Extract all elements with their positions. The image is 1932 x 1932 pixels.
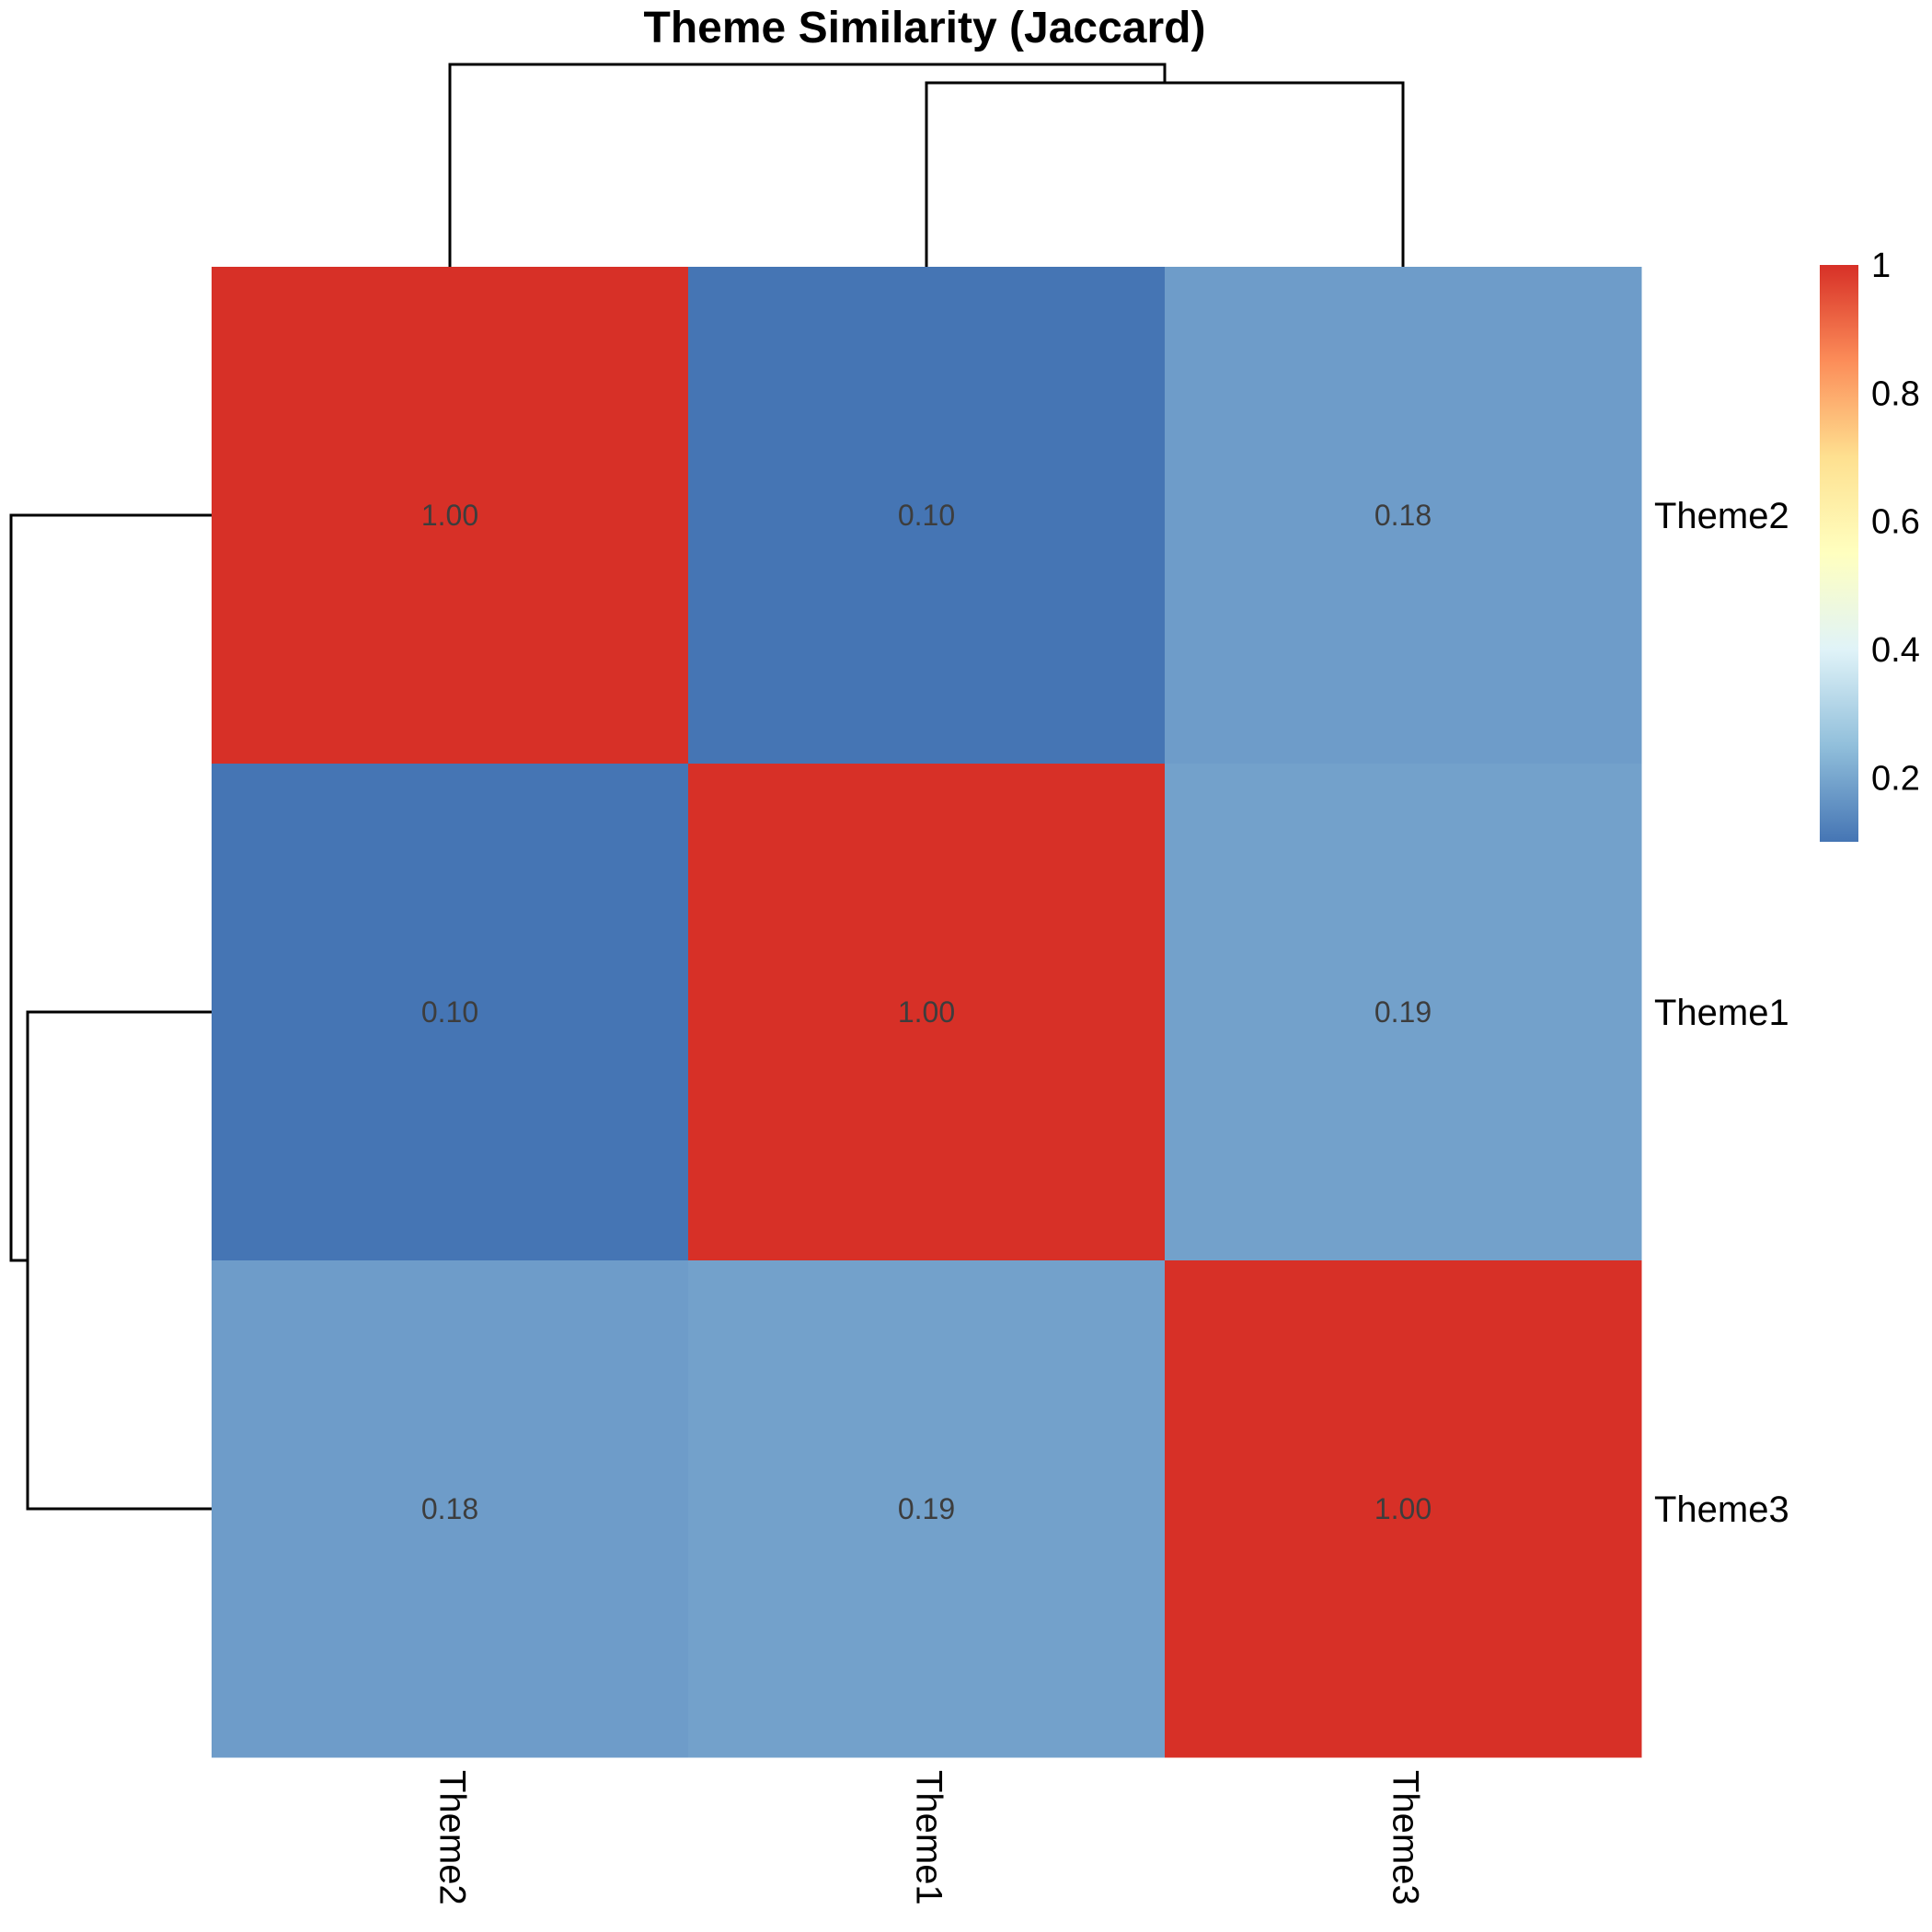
heatmap-cell [688,1260,1166,1758]
row-labels: Theme2 Theme1 Theme3 [1654,496,1789,1530]
row-label: Theme3 [1654,1489,1789,1530]
legend-tick-label: 0.8 [1871,374,1920,413]
dendrogram-branch [448,63,1167,267]
cell-value-label: 0.10 [421,995,478,1029]
column-label: Theme1 [908,1770,949,1905]
dendrogram-branch [26,1010,212,1511]
cell-value-label: 0.19 [1374,995,1432,1029]
column-labels: Theme2 Theme1 Theme3 [431,1770,1425,1905]
heatmap-cell [212,764,689,1261]
column-label: Theme3 [1385,1770,1425,1905]
cell-value-label: 1.00 [898,995,955,1029]
heatmap-cell [1165,1260,1642,1758]
legend-tick-label: 0.6 [1871,503,1920,542]
row-label: Theme2 [1654,496,1789,536]
dendrogram-branch [925,81,1405,267]
heatmap-cell [1165,764,1642,1261]
cell-value-label: 0.18 [421,1492,478,1525]
legend-tick-label: 0.4 [1871,631,1920,670]
cell-value-label: 0.19 [898,1492,955,1525]
legend-tick-label: 0.2 [1871,759,1920,798]
color-legend: 1 0.8 0.6 0.4 0.2 [1820,247,1920,842]
column-label: Theme2 [431,1770,472,1905]
chart-title: Theme Similarity (Jaccard) [644,4,1206,52]
heatmap-cell [212,1260,689,1758]
cell-value-label: 0.10 [898,499,955,532]
row-dendrogram [9,513,212,1511]
heatmap-cell [1165,267,1642,765]
legend-colorbar [1820,265,1858,842]
cell-value-label: 1.00 [1374,1492,1432,1525]
heatmap-cells: 1.00 0.10 0.18 0.10 1.00 0.19 0.18 0.19 1.00 [212,267,1642,1758]
cell-value-label: 0.18 [1374,499,1432,532]
column-dendrogram [448,63,1405,267]
dendrogram-branch [9,513,212,1262]
row-label: Theme1 [1654,993,1789,1033]
heatmap-cell [212,267,689,765]
cell-value-label: 1.00 [421,499,478,532]
heatmap-cell [688,267,1166,765]
legend-tick-label: 1 [1871,247,1891,285]
heatmap-cell [688,764,1166,1261]
